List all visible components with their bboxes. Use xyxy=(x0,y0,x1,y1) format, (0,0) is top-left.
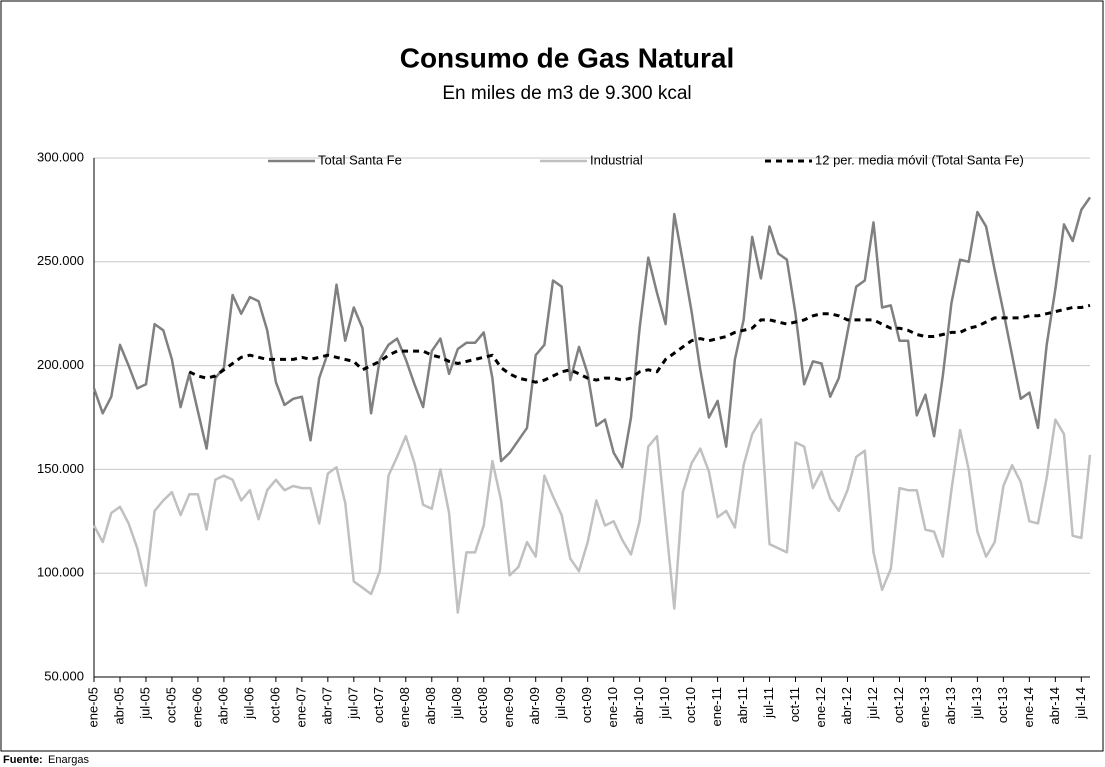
x-tick-label: jul-05 xyxy=(137,687,152,720)
y-tick-label: 100.000 xyxy=(37,565,84,580)
x-tick-label: ene-07 xyxy=(293,687,308,727)
x-tick-label: abr-05 xyxy=(111,687,126,725)
x-tick-label: abr-06 xyxy=(215,687,230,725)
chart-subtitle: En miles de m3 de 9.300 kcal xyxy=(442,83,691,104)
x-tick-label: abr-08 xyxy=(423,687,438,725)
x-tick-label: ene-11 xyxy=(709,687,724,727)
x-tick-label: abr-14 xyxy=(1047,687,1062,725)
x-tick-label: oct-10 xyxy=(683,687,698,723)
x-tick-label: abr-12 xyxy=(839,687,854,725)
x-tick-label: oct-05 xyxy=(163,687,178,723)
x-tick-label: oct-12 xyxy=(891,687,906,723)
source: Enargas xyxy=(48,754,89,766)
x-tick-label: ene-12 xyxy=(813,687,828,727)
x-tick-label: jul-11 xyxy=(761,687,776,719)
x-tick-label: oct-08 xyxy=(475,687,490,723)
x-tick-label: ene-08 xyxy=(397,687,412,727)
x-tick-label: oct-11 xyxy=(787,687,802,722)
x-tick-label: jul-10 xyxy=(657,687,672,720)
x-tick-label: jul-07 xyxy=(345,687,360,720)
y-tick-label: 50.000 xyxy=(44,668,84,683)
x-tick-label: ene-13 xyxy=(917,687,932,727)
x-tick-label: oct-09 xyxy=(579,687,594,723)
x-tick-label: abr-10 xyxy=(631,687,646,725)
x-tick-label: jul-06 xyxy=(241,687,256,720)
x-tick-label: jul-08 xyxy=(449,687,464,720)
x-tick-label: jul-09 xyxy=(553,687,568,720)
x-tick-label: abr-11 xyxy=(735,687,750,724)
series-line xyxy=(188,303,1091,384)
legend-label: Total Santa Fe xyxy=(318,152,402,167)
y-tick-label: 150.000 xyxy=(37,461,84,476)
x-tick-label: jul-14 xyxy=(1073,687,1088,720)
legend-label: Industrial xyxy=(590,152,643,167)
y-tick-label: 250.000 xyxy=(37,253,84,268)
x-tick-label: jul-12 xyxy=(865,687,880,720)
y-tick-label: 200.000 xyxy=(37,357,84,372)
x-tick-label: abr-07 xyxy=(319,687,334,725)
x-tick-label: jul-13 xyxy=(969,687,984,720)
chart-border xyxy=(0,0,1104,752)
x-tick-label: ene-10 xyxy=(605,687,620,727)
x-tick-label: oct-07 xyxy=(371,687,386,723)
y-tick-label: 300.000 xyxy=(37,149,84,164)
x-tick-label: abr-13 xyxy=(943,687,958,725)
x-tick-label: ene-05 xyxy=(85,687,100,727)
series-line xyxy=(92,196,1092,469)
x-tick-label: ene-09 xyxy=(501,687,516,727)
chart-title: Consumo de Gas Natural xyxy=(400,42,735,73)
x-tick-label: abr-09 xyxy=(527,687,542,725)
series-line xyxy=(92,418,1092,614)
x-tick-label: ene-14 xyxy=(1021,687,1036,727)
x-tick-label: ene-06 xyxy=(189,687,204,727)
x-tick-label: oct-06 xyxy=(267,687,282,723)
legend-label: 12 per. media móvil (Total Santa Fe) xyxy=(815,152,1024,167)
x-tick-label: oct-13 xyxy=(995,687,1010,723)
source-label: Fuente: xyxy=(3,754,43,766)
